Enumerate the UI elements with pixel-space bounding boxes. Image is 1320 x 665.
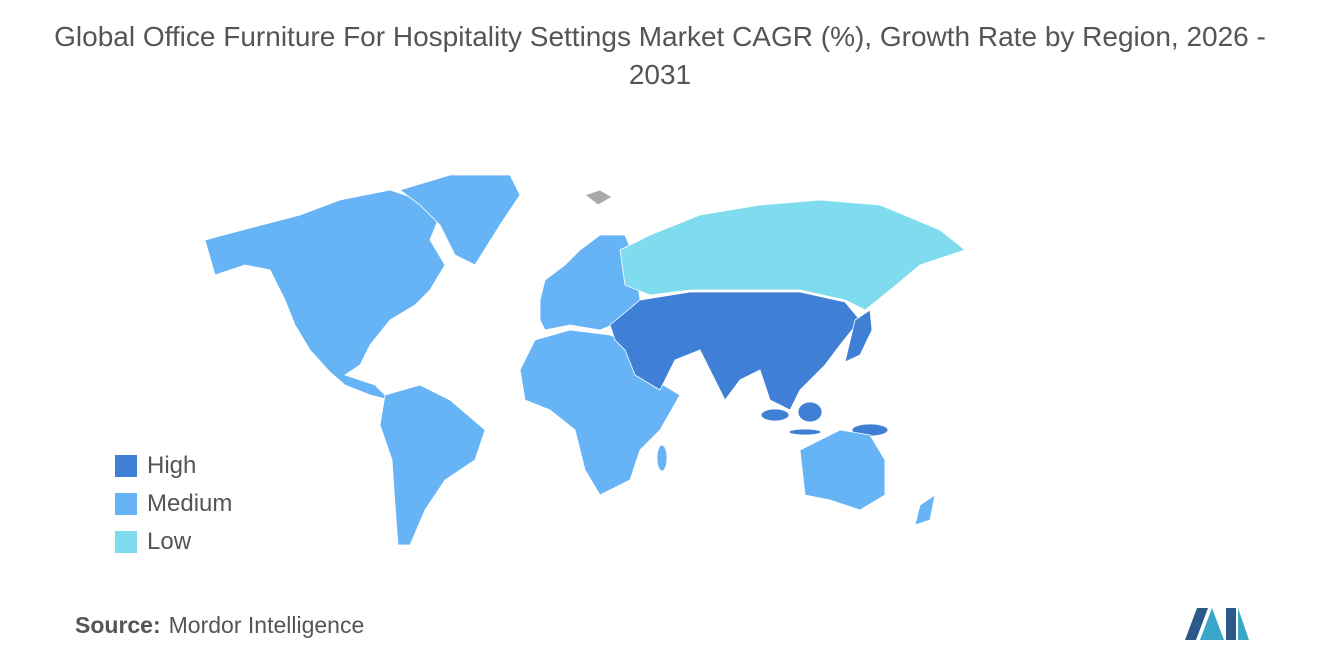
legend-item: Medium [115,490,232,518]
source-text: Mordor Intelligence [168,612,365,638]
new-zealand [914,494,936,526]
no-data [584,189,613,206]
legend-label: High [147,452,197,479]
japan [844,309,873,363]
java [788,428,822,436]
legend-swatch [115,493,137,515]
borneo [797,401,823,423]
sumatra [760,408,790,422]
south-america [379,384,486,546]
legend-label: Low [147,528,192,555]
russia [619,199,966,311]
source-label: Source: [75,612,161,638]
asia [609,291,861,411]
legend-label: Medium [147,490,233,517]
north-america [204,189,446,401]
source: Source: Mordor Intelligence [75,612,364,639]
legend-item: Low [115,528,191,556]
madagascar [656,444,668,472]
legend-item: High [115,452,196,480]
legend-swatch [115,455,137,477]
greenland [399,174,521,266]
australia [799,429,886,511]
legend-swatch [115,531,137,553]
title: Global Office Furniture For Hospitality … [54,21,1266,90]
